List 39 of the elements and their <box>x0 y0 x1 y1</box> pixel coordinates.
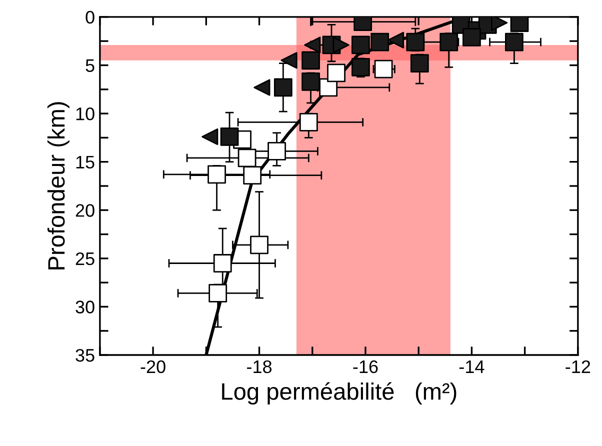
y-tick-label: 25 <box>76 252 94 266</box>
y-tick-label: 30 <box>76 300 94 314</box>
x-tick-label: -16 <box>353 360 378 374</box>
y-tick-label: 5 <box>86 59 94 72</box>
point <box>406 32 425 52</box>
point <box>220 128 239 146</box>
x-tick-label: -20 <box>140 360 166 374</box>
x-axis-title: Log perméabilité (m²) <box>222 382 456 405</box>
point <box>410 54 429 73</box>
point <box>332 36 350 54</box>
y-axis-title: Profondeur (km) <box>47 102 70 270</box>
point <box>504 32 524 52</box>
point <box>268 142 286 160</box>
point <box>370 32 390 52</box>
point <box>327 64 346 82</box>
point <box>387 32 404 48</box>
y-tick-label: 35 <box>76 348 94 362</box>
point <box>280 52 298 69</box>
y-tick-label: 0 <box>86 10 94 24</box>
point <box>274 78 292 97</box>
y-tick-label: 15 <box>76 156 94 169</box>
point <box>462 28 481 46</box>
point <box>491 16 508 32</box>
x-tick-label: -18 <box>247 360 272 374</box>
y-tick-label: 10 <box>76 107 94 120</box>
x-tick-label: -14 <box>459 360 484 373</box>
point <box>302 72 320 91</box>
point <box>304 36 321 54</box>
point <box>208 284 228 302</box>
x-tick-label: -12 <box>566 360 590 373</box>
y-tick-label: 20 <box>76 204 94 217</box>
point <box>254 79 270 96</box>
point <box>302 51 320 70</box>
point <box>352 58 370 76</box>
point <box>299 113 318 132</box>
point <box>352 36 370 54</box>
point <box>202 128 218 146</box>
point <box>374 60 393 78</box>
point <box>440 32 458 52</box>
